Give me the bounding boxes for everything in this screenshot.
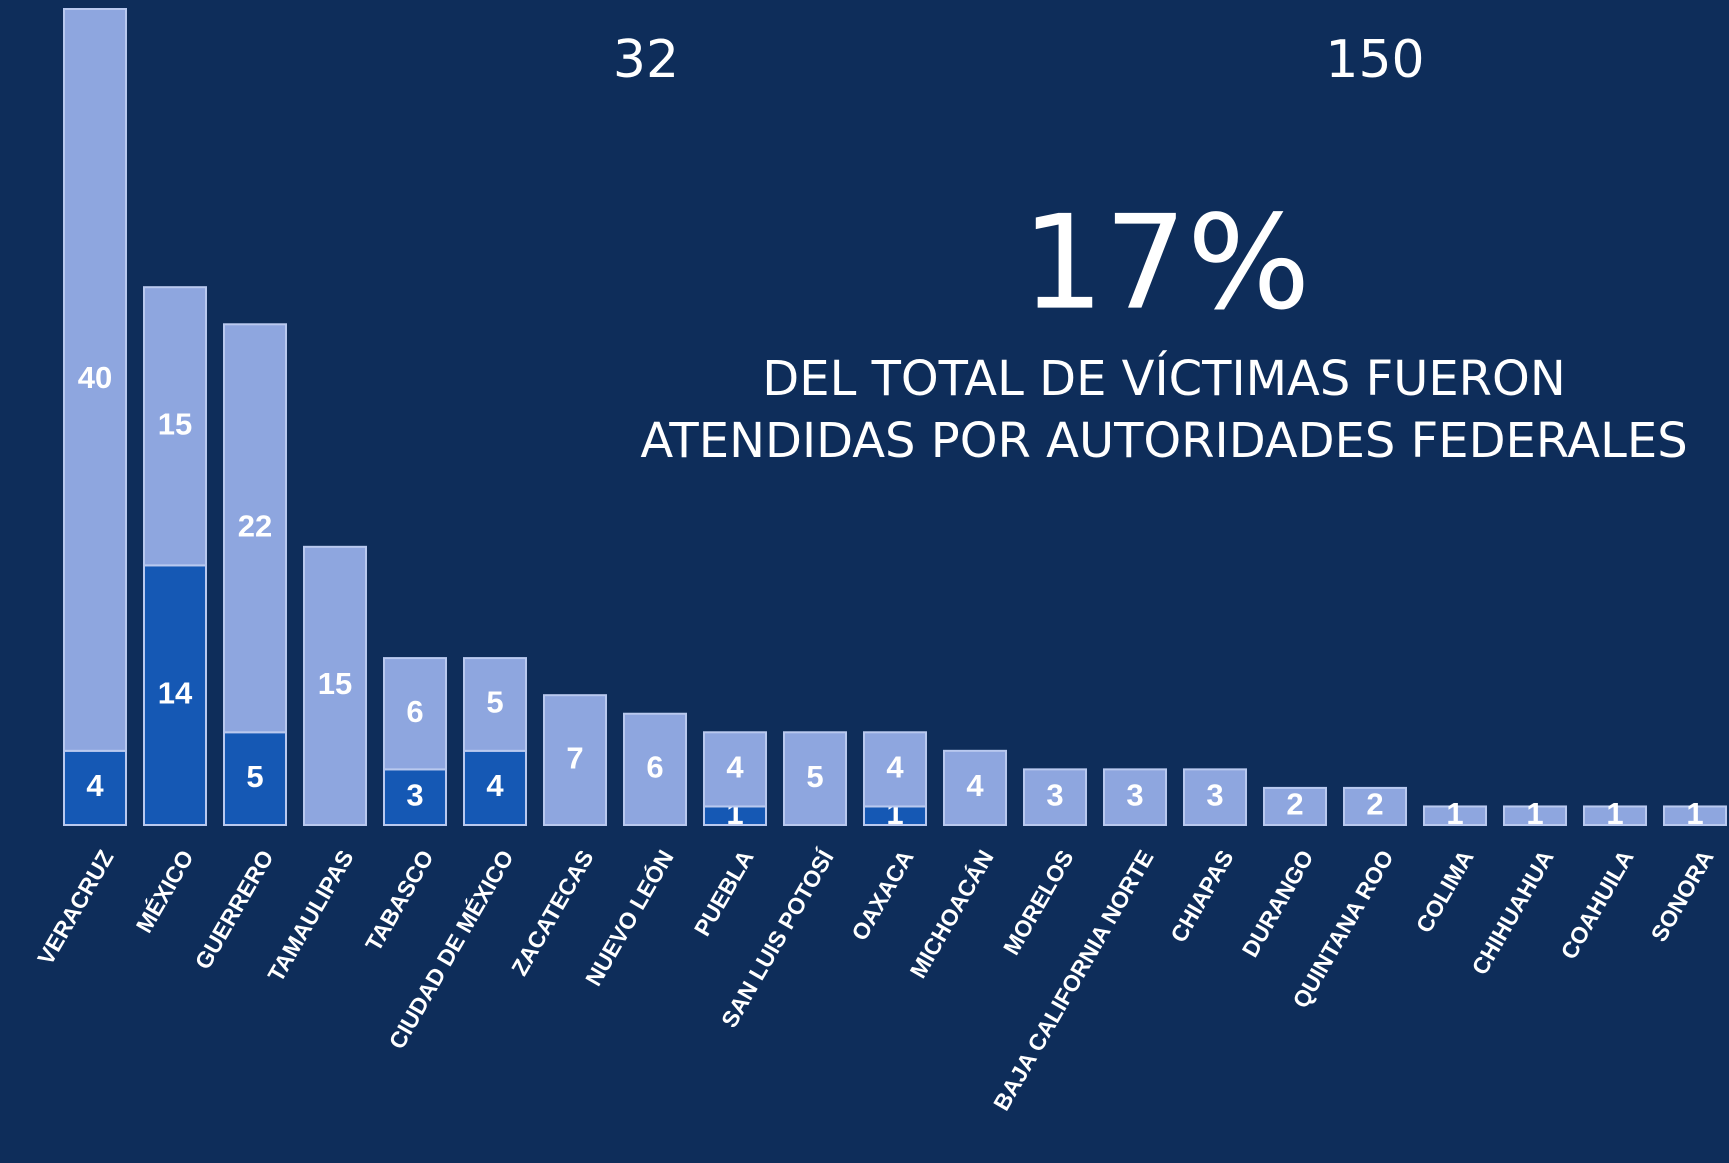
bar-segment: [463, 657, 527, 752]
bar-segment: [1663, 805, 1727, 826]
bar-segment: [543, 694, 607, 826]
bar-segment: [63, 8, 127, 752]
value-label: 7: [566, 740, 583, 775]
bar-segment: [1503, 805, 1567, 826]
annotation: ATENDIDAS POR AUTORIDADES FEDERALES: [640, 413, 1687, 469]
value-label: 1: [1446, 796, 1463, 831]
value-label: 40: [78, 360, 112, 395]
bar-segment: [1423, 805, 1487, 826]
bar-segment: [1263, 786, 1327, 827]
annotation: 17%: [1022, 187, 1311, 339]
bar-segment: [1343, 786, 1407, 827]
value-label: 4: [966, 768, 984, 803]
value-label: 4: [886, 750, 904, 785]
value-label: 4: [486, 768, 504, 803]
value-label: 3: [1126, 777, 1143, 812]
value-label: 6: [646, 750, 663, 785]
value-label: 2: [1366, 787, 1383, 822]
value-label: 3: [406, 777, 423, 812]
annotation: 32: [613, 30, 679, 90]
bar-segment: [783, 731, 847, 826]
bar-segment: [1103, 768, 1167, 827]
value-label: 15: [158, 406, 192, 441]
bar-segment: [1583, 805, 1647, 826]
value-label: 3: [1206, 777, 1223, 812]
value-label: 22: [238, 508, 272, 543]
bar-segment: [1183, 768, 1247, 827]
value-label: 1: [1606, 796, 1623, 831]
value-label: 5: [246, 759, 263, 794]
bar-segment: [143, 564, 207, 826]
bar-segment: [143, 286, 207, 567]
value-label: 4: [86, 768, 104, 803]
bar-segment: [383, 657, 447, 771]
bar-segment: [303, 545, 367, 826]
bar-segment: [223, 323, 287, 734]
value-label: 5: [486, 685, 503, 720]
value-label: 2: [1286, 787, 1303, 822]
annotation: DEL TOTAL DE VÍCTIMAS FUERON: [762, 350, 1565, 407]
value-label: 3: [1046, 777, 1063, 812]
value-label: 15: [318, 666, 352, 701]
annotation: 150: [1325, 30, 1424, 90]
value-label: 6: [406, 694, 423, 729]
bar-segment: [1023, 768, 1087, 827]
bar-segment: [63, 749, 127, 826]
bar-segment: [383, 768, 447, 827]
bar-segment: [623, 712, 687, 827]
value-label: 14: [158, 675, 193, 710]
value-label: 4: [726, 750, 744, 785]
bar-segment: [463, 749, 527, 826]
bar-segment: [943, 749, 1007, 826]
bar-segment: [703, 731, 767, 808]
value-label: 1: [1686, 796, 1703, 831]
value-label: 5: [806, 759, 823, 794]
bar-segment: [863, 731, 927, 808]
value-label: 1: [1526, 796, 1543, 831]
